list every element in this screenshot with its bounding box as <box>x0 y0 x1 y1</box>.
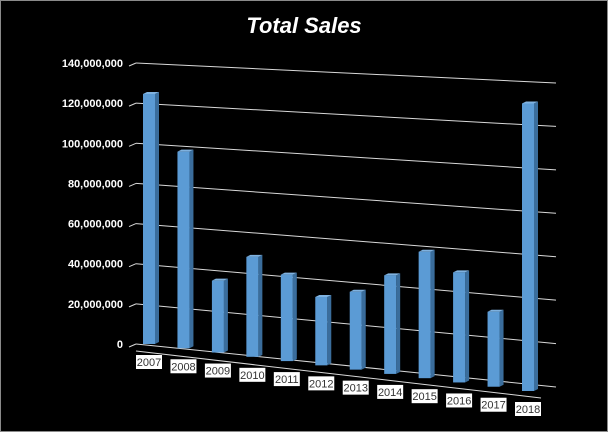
x-tick-label: 2010 <box>240 370 264 382</box>
gridline <box>135 62 557 84</box>
x-tick-label: 2007 <box>137 357 161 369</box>
floor-edge <box>135 350 542 399</box>
x-tick-label-bg <box>308 376 335 391</box>
y-tick-mark <box>128 142 137 147</box>
x-tick-label-bg <box>136 355 162 369</box>
bar-side <box>292 272 297 362</box>
bar-side <box>499 309 504 387</box>
bar-side <box>361 289 366 370</box>
bar <box>280 274 293 362</box>
chart-title: Total Sales <box>246 13 362 38</box>
bar-side <box>465 270 470 383</box>
x-tick-label-bg <box>377 384 404 399</box>
y-tick-label: 100,000,000 <box>62 138 123 150</box>
x-tick-label-bg <box>170 359 197 374</box>
y-tick-label: 40,000,000 <box>68 259 123 271</box>
y-tick-label: 60,000,000 <box>68 219 123 231</box>
bar <box>349 291 362 370</box>
x-tick-label-bg <box>515 402 541 416</box>
x-tick-label: 2008 <box>171 361 195 373</box>
x-tick-label-bg <box>204 363 231 378</box>
bar-top <box>177 149 194 152</box>
bar <box>143 94 155 344</box>
x-tick-label: 2017 <box>481 400 505 412</box>
y-tick-label: 120,000,000 <box>62 98 123 110</box>
bar-top <box>418 249 435 252</box>
bar-top <box>280 272 297 275</box>
y-tick-mark <box>128 102 137 107</box>
gridline <box>135 142 557 171</box>
y-tick-mark <box>128 263 137 268</box>
y-tick-mark <box>128 303 137 308</box>
bar <box>246 256 259 357</box>
x-tick-label: 2015 <box>412 391 436 403</box>
x-tick-label: 2013 <box>343 383 367 395</box>
gridline <box>135 223 557 258</box>
bar-side <box>327 295 332 366</box>
bar-side <box>189 149 194 349</box>
x-tick-label-bg <box>342 380 369 395</box>
gridline <box>135 263 557 301</box>
x-tick-label: 2009 <box>206 366 230 378</box>
bar-side <box>223 278 228 353</box>
bar-side <box>155 92 159 344</box>
bar-side <box>396 273 401 374</box>
bar-top <box>211 278 228 281</box>
y-tick-label: 0 <box>117 339 123 351</box>
y-tick-mark <box>128 62 137 67</box>
gridline <box>135 102 557 127</box>
bar <box>211 280 224 353</box>
y-tick-label: 140,000,000 <box>62 58 123 70</box>
bar-side <box>430 249 435 379</box>
bar-side <box>258 254 263 357</box>
y-tick-mark <box>128 182 137 187</box>
y-tick-label: 20,000,000 <box>68 299 123 311</box>
x-tick-label-bg <box>480 397 507 412</box>
gridline <box>135 182 557 214</box>
bar-top <box>453 270 470 273</box>
x-tick-label: 2011 <box>275 374 299 386</box>
bar <box>487 311 500 387</box>
x-tick-label-bg <box>239 367 266 382</box>
gridline <box>135 303 557 345</box>
x-tick-label-bg <box>411 389 438 404</box>
bar <box>315 297 328 366</box>
y-tick-label: 80,000,000 <box>68 178 123 190</box>
bar-top <box>315 295 332 297</box>
x-tick-label: 2018 <box>516 404 540 416</box>
bar-top <box>349 289 366 292</box>
bar-side <box>534 101 538 391</box>
bar-top <box>246 254 263 257</box>
gridline <box>135 343 557 388</box>
x-tick-label: 2014 <box>378 387 402 399</box>
bar <box>522 103 534 391</box>
y-tick-mark <box>128 223 137 228</box>
bar-top <box>384 273 401 276</box>
bar-top <box>143 92 159 94</box>
bar-top <box>487 309 504 312</box>
x-tick-label-bg <box>273 372 300 387</box>
bar <box>453 272 466 383</box>
bar <box>418 251 431 379</box>
x-tick-label: 2016 <box>447 395 471 407</box>
bar <box>177 151 190 349</box>
bar <box>384 275 397 374</box>
x-tick-label: 2012 <box>309 378 333 390</box>
bar-top <box>522 101 538 104</box>
x-tick-label-bg <box>446 393 473 408</box>
y-tick-mark <box>128 343 137 348</box>
